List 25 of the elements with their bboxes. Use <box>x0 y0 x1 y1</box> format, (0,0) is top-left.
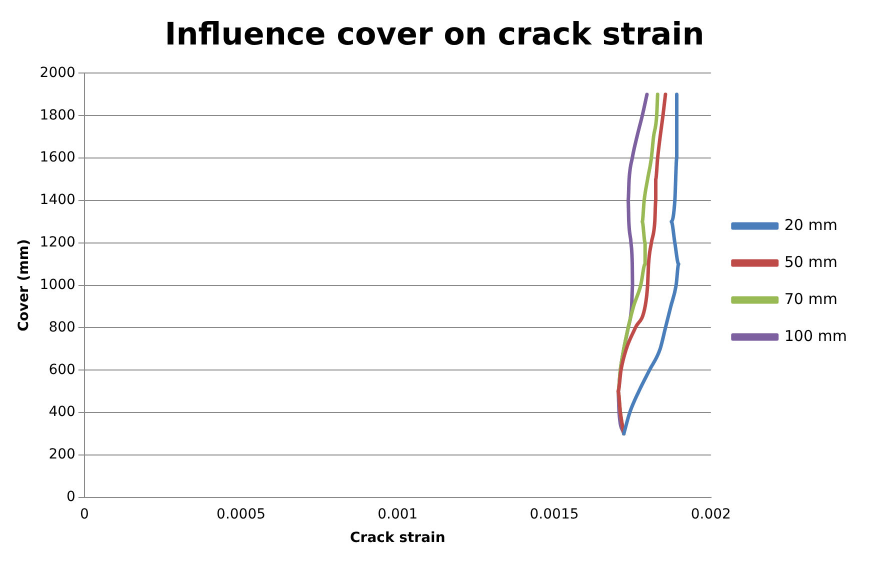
y-tick-label: 400 <box>48 404 76 420</box>
chart-title: Influence cover on crack strain <box>164 16 704 53</box>
y-tick-label: 800 <box>48 319 76 336</box>
line-series <box>616 92 668 436</box>
x-tick-label: 0.002 <box>690 506 731 522</box>
y-axis-title: Cover (mm) <box>16 239 32 332</box>
y-tick-label: 200 <box>48 446 76 463</box>
y-tick-label: 2000 <box>40 64 76 81</box>
y-tick-label: 1800 <box>40 107 76 124</box>
line-series <box>622 92 680 436</box>
legend-label: 50 mm <box>784 252 838 271</box>
y-tick-label: 1200 <box>40 234 76 251</box>
x-axis-title: Crack strain <box>350 530 446 546</box>
legend-label: 100 mm <box>784 326 848 345</box>
x-tick-label: 0.0015 <box>530 506 579 522</box>
x-tick-label: 0.001 <box>378 506 418 522</box>
legend-label: 20 mm <box>784 216 838 234</box>
legend-label: 70 mm <box>784 290 838 308</box>
x-tick-label: 0.0005 <box>216 506 266 522</box>
x-tick-label: 0 <box>80 506 89 522</box>
y-tick-label: 600 <box>48 362 76 378</box>
y-tick-label: 0 <box>66 489 76 506</box>
y-tick-label: 1600 <box>40 150 76 166</box>
y-tick-label: 1000 <box>40 276 76 293</box>
y-tick-label: 1400 <box>40 192 76 208</box>
